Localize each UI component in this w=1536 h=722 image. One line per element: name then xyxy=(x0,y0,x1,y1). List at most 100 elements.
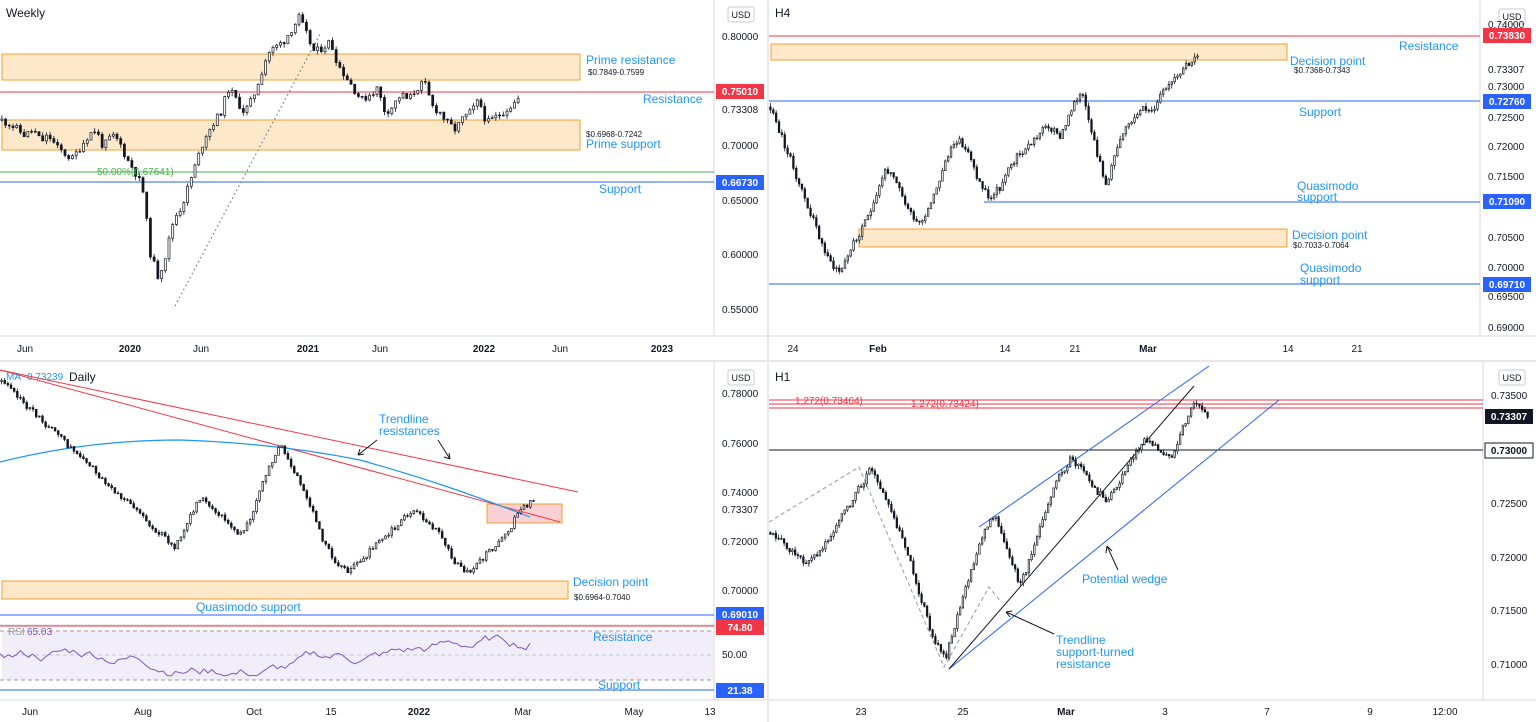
candle-body xyxy=(50,427,54,429)
candle-body xyxy=(878,185,881,196)
price-tick: 0.70000 xyxy=(722,586,759,597)
candle-body xyxy=(37,131,41,137)
candle-body xyxy=(895,176,898,183)
candle-body xyxy=(282,42,286,45)
candle-body xyxy=(365,556,368,559)
arrow-head-icon xyxy=(1105,545,1113,554)
candle-body xyxy=(97,472,101,479)
price-tick: 0.73500 xyxy=(1491,391,1528,402)
candle-body xyxy=(871,468,874,472)
candle-body xyxy=(1093,485,1096,488)
candle-body xyxy=(113,487,117,494)
candle-body xyxy=(178,211,182,216)
candle-body xyxy=(1157,444,1160,451)
trendline-dotted[interactable] xyxy=(174,33,321,307)
candle-body xyxy=(777,121,781,134)
trendline-resistance-upper[interactable] xyxy=(0,369,579,493)
weekly-chart-panel[interactable]: Prime resistance $0.7849-0.7599 Resistan… xyxy=(0,0,767,360)
candle-body xyxy=(286,453,290,460)
prime-resistance-zone[interactable] xyxy=(1,53,581,81)
candle-body xyxy=(208,129,212,138)
candle-body xyxy=(63,149,67,156)
resistance-price: 0.75010 xyxy=(722,87,759,98)
h4-chart[interactable]: H4 Resistance Decision point $0.7368-0.7… xyxy=(769,0,1536,360)
candle-body xyxy=(1182,67,1185,75)
prime-support-zone[interactable] xyxy=(1,119,581,151)
candle-body xyxy=(829,255,832,262)
resistance-zone[interactable] xyxy=(486,503,563,524)
candle-body xyxy=(835,525,838,533)
candle-body xyxy=(132,503,135,508)
level-price-badge xyxy=(1484,442,1534,459)
candle-body xyxy=(57,430,60,435)
candle-body xyxy=(1164,88,1168,91)
h4-chart-panel[interactable]: H4 Resistance Decision point $0.7368-0.7… xyxy=(769,0,1536,360)
currency-badge[interactable] xyxy=(727,6,755,23)
decision-point-zone-lower[interactable] xyxy=(858,228,1288,248)
candle-body xyxy=(863,219,867,227)
time-tick: 24 xyxy=(787,344,799,355)
candle-body xyxy=(119,493,123,499)
candle-body xyxy=(305,490,309,499)
wedge-lower-line[interactable] xyxy=(948,399,1280,670)
trendline-label-3: resistance xyxy=(1056,657,1111,671)
candle-body xyxy=(497,540,501,547)
candle-body xyxy=(438,111,442,114)
candle-body xyxy=(390,527,394,536)
candle-body xyxy=(1055,128,1059,134)
currency-badge[interactable] xyxy=(1498,8,1526,25)
candle-body xyxy=(909,554,912,562)
candle-body xyxy=(1027,559,1030,573)
quasimodo-label-lower-a: Quasimodo xyxy=(1300,261,1362,275)
candle-body xyxy=(904,195,907,205)
decision-point-zone[interactable] xyxy=(1,580,569,600)
h1-chart[interactable]: H1 1.272(0.73464) 1.272(0.73424) Potenti… xyxy=(769,362,1536,722)
price-axis: 0.73500 0.72500 0.72000 0.71500 0.71000 xyxy=(1491,391,1528,671)
candle-body xyxy=(1139,110,1142,115)
candle-body xyxy=(311,505,315,512)
candle-body xyxy=(1116,147,1119,157)
candle-body xyxy=(780,538,783,540)
candle-body xyxy=(1176,443,1179,452)
daily-chart[interactable]: MA 0.73239 Daily Trendline resistances D… xyxy=(0,362,767,722)
candle-body xyxy=(444,537,447,546)
trendline-arrow xyxy=(357,439,378,456)
wedge-upper-line[interactable] xyxy=(978,365,1210,528)
candle-body xyxy=(255,500,258,512)
candle-body xyxy=(1173,450,1176,458)
candle-body xyxy=(379,86,383,98)
candle-body xyxy=(1159,450,1162,453)
candle-body xyxy=(772,532,775,535)
candle-body xyxy=(1101,161,1105,177)
currency-badge[interactable] xyxy=(727,369,755,386)
abcd-pattern-legs[interactable] xyxy=(769,466,1002,669)
candle-body xyxy=(879,481,882,490)
candle-body xyxy=(415,510,419,513)
candle-body xyxy=(381,538,384,541)
candle-body xyxy=(990,197,993,200)
moving-average-line[interactable] xyxy=(0,439,531,518)
candle-body xyxy=(826,252,829,257)
candle-body xyxy=(149,217,152,258)
candle-body xyxy=(189,177,193,187)
timeframe-label: Weekly xyxy=(6,6,45,20)
currency-badge[interactable] xyxy=(1498,369,1526,386)
daily-chart-panel[interactable]: MA 0.73239 Daily Trendline resistances D… xyxy=(0,362,767,722)
candle-body xyxy=(503,533,507,539)
candle-body xyxy=(63,435,66,440)
price-tick-current: 0.73308 xyxy=(722,105,759,116)
candle-body xyxy=(992,193,996,199)
trendline-resistance-lower[interactable] xyxy=(0,369,561,523)
price-tick: 0.60000 xyxy=(722,250,759,261)
h1-chart-panel[interactable]: H1 1.272(0.73464) 1.272(0.73424) Potenti… xyxy=(769,362,1536,722)
candle-body xyxy=(22,131,26,137)
candle-body xyxy=(368,548,371,558)
candle-body xyxy=(1190,407,1193,417)
candle-body xyxy=(462,566,466,573)
candle-body xyxy=(179,536,183,541)
candle-body xyxy=(192,511,195,515)
trendline-support-turned-resistance[interactable] xyxy=(948,385,1195,670)
decision-point-zone-upper[interactable] xyxy=(770,43,1288,61)
candle-body xyxy=(104,139,108,148)
weekly-chart[interactable]: Prime resistance $0.7849-0.7599 Resistan… xyxy=(0,0,767,360)
